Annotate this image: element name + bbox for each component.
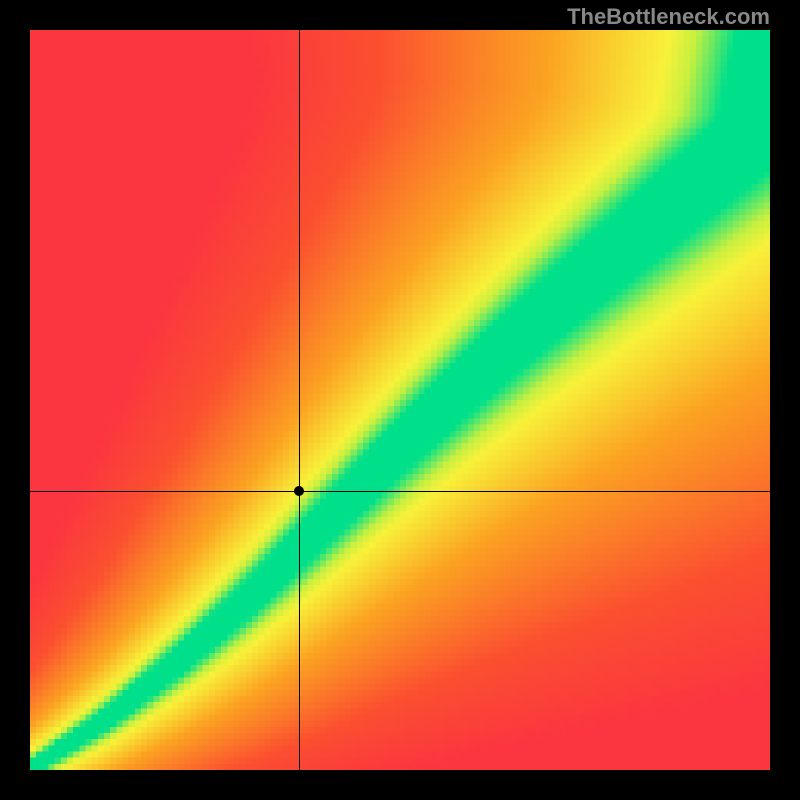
heatmap-plot bbox=[30, 30, 770, 770]
watermark-text: TheBottleneck.com bbox=[567, 4, 770, 30]
crosshair-vertical bbox=[299, 30, 300, 770]
heatmap-canvas bbox=[30, 30, 770, 770]
crosshair-marker bbox=[294, 486, 304, 496]
crosshair-horizontal bbox=[30, 491, 770, 492]
chart-frame: TheBottleneck.com bbox=[0, 0, 800, 800]
